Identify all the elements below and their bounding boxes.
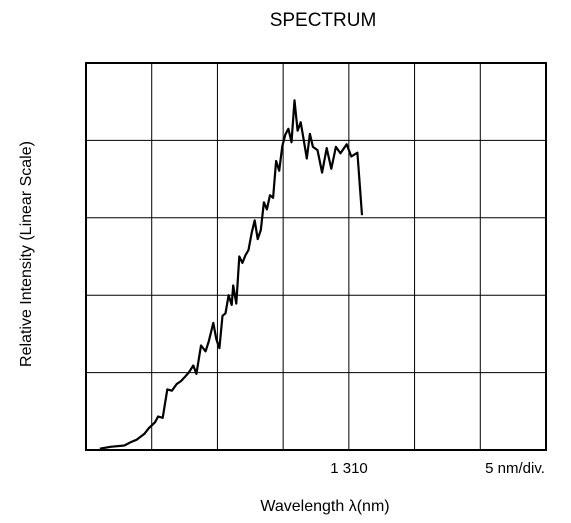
y-axis-label: Relative Intensity (Linear Scale)	[18, 141, 35, 367]
spectrum-trace	[99, 99, 364, 450]
chart-title: SPECTRUM	[270, 10, 377, 31]
grid-lines	[86, 63, 546, 450]
x-scale-label: 5 nm/div.	[485, 460, 545, 477]
x-center-tick-label: 1 310	[330, 460, 368, 477]
plot-frame	[85, 62, 547, 451]
x-axis-label: Wavelength λ(nm)	[260, 498, 389, 515]
